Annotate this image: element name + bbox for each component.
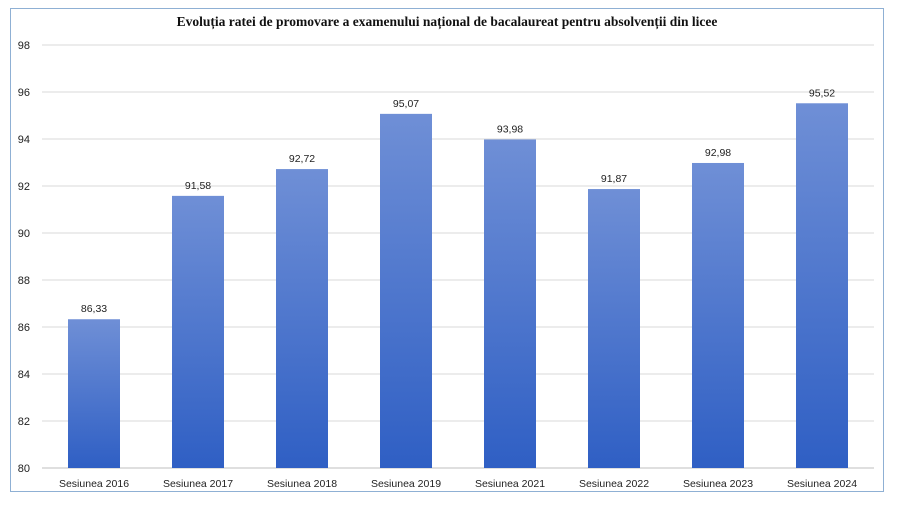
y-tick-label: 84 [18, 369, 30, 381]
bar [588, 189, 640, 468]
bar [692, 162, 744, 468]
y-tick-label: 98 [18, 40, 30, 52]
data-label: 92,72 [289, 153, 315, 165]
y-tick-label: 90 [18, 228, 30, 240]
bar [484, 139, 536, 468]
x-tick-label: Sesiunea 2018 [267, 478, 337, 490]
y-tick-label: 96 [18, 87, 30, 99]
data-label: 91,87 [601, 173, 627, 185]
x-tick-label: Sesiunea 2021 [475, 478, 545, 490]
chart-frame [10, 8, 884, 492]
x-tick-label: Sesiunea 2024 [787, 478, 857, 490]
chart-title: Evoluția ratei de promovare a examenului… [176, 14, 718, 29]
data-label: 95,07 [393, 98, 419, 110]
bar [380, 113, 432, 468]
y-tick-label: 82 [18, 416, 30, 428]
bar [172, 195, 224, 468]
bar [68, 319, 120, 468]
y-tick-label: 94 [18, 134, 30, 146]
x-tick-label: Sesiunea 2019 [371, 478, 441, 490]
data-label: 93,98 [497, 123, 523, 135]
data-label: 95,52 [809, 87, 835, 99]
x-tick-label: Sesiunea 2016 [59, 478, 129, 490]
data-label: 91,58 [185, 180, 211, 192]
x-tick-label: Sesiunea 2023 [683, 478, 753, 490]
x-tick-label: Sesiunea 2017 [163, 478, 233, 490]
y-tick-label: 80 [18, 463, 30, 475]
y-tick-label: 88 [18, 275, 30, 287]
x-tick-label: Sesiunea 2022 [579, 478, 649, 490]
bar [796, 103, 848, 468]
y-tick-label: 86 [18, 322, 30, 334]
y-tick-label: 92 [18, 181, 30, 193]
data-label: 86,33 [81, 303, 107, 315]
data-label: 92,98 [705, 147, 731, 159]
bar [276, 169, 328, 468]
